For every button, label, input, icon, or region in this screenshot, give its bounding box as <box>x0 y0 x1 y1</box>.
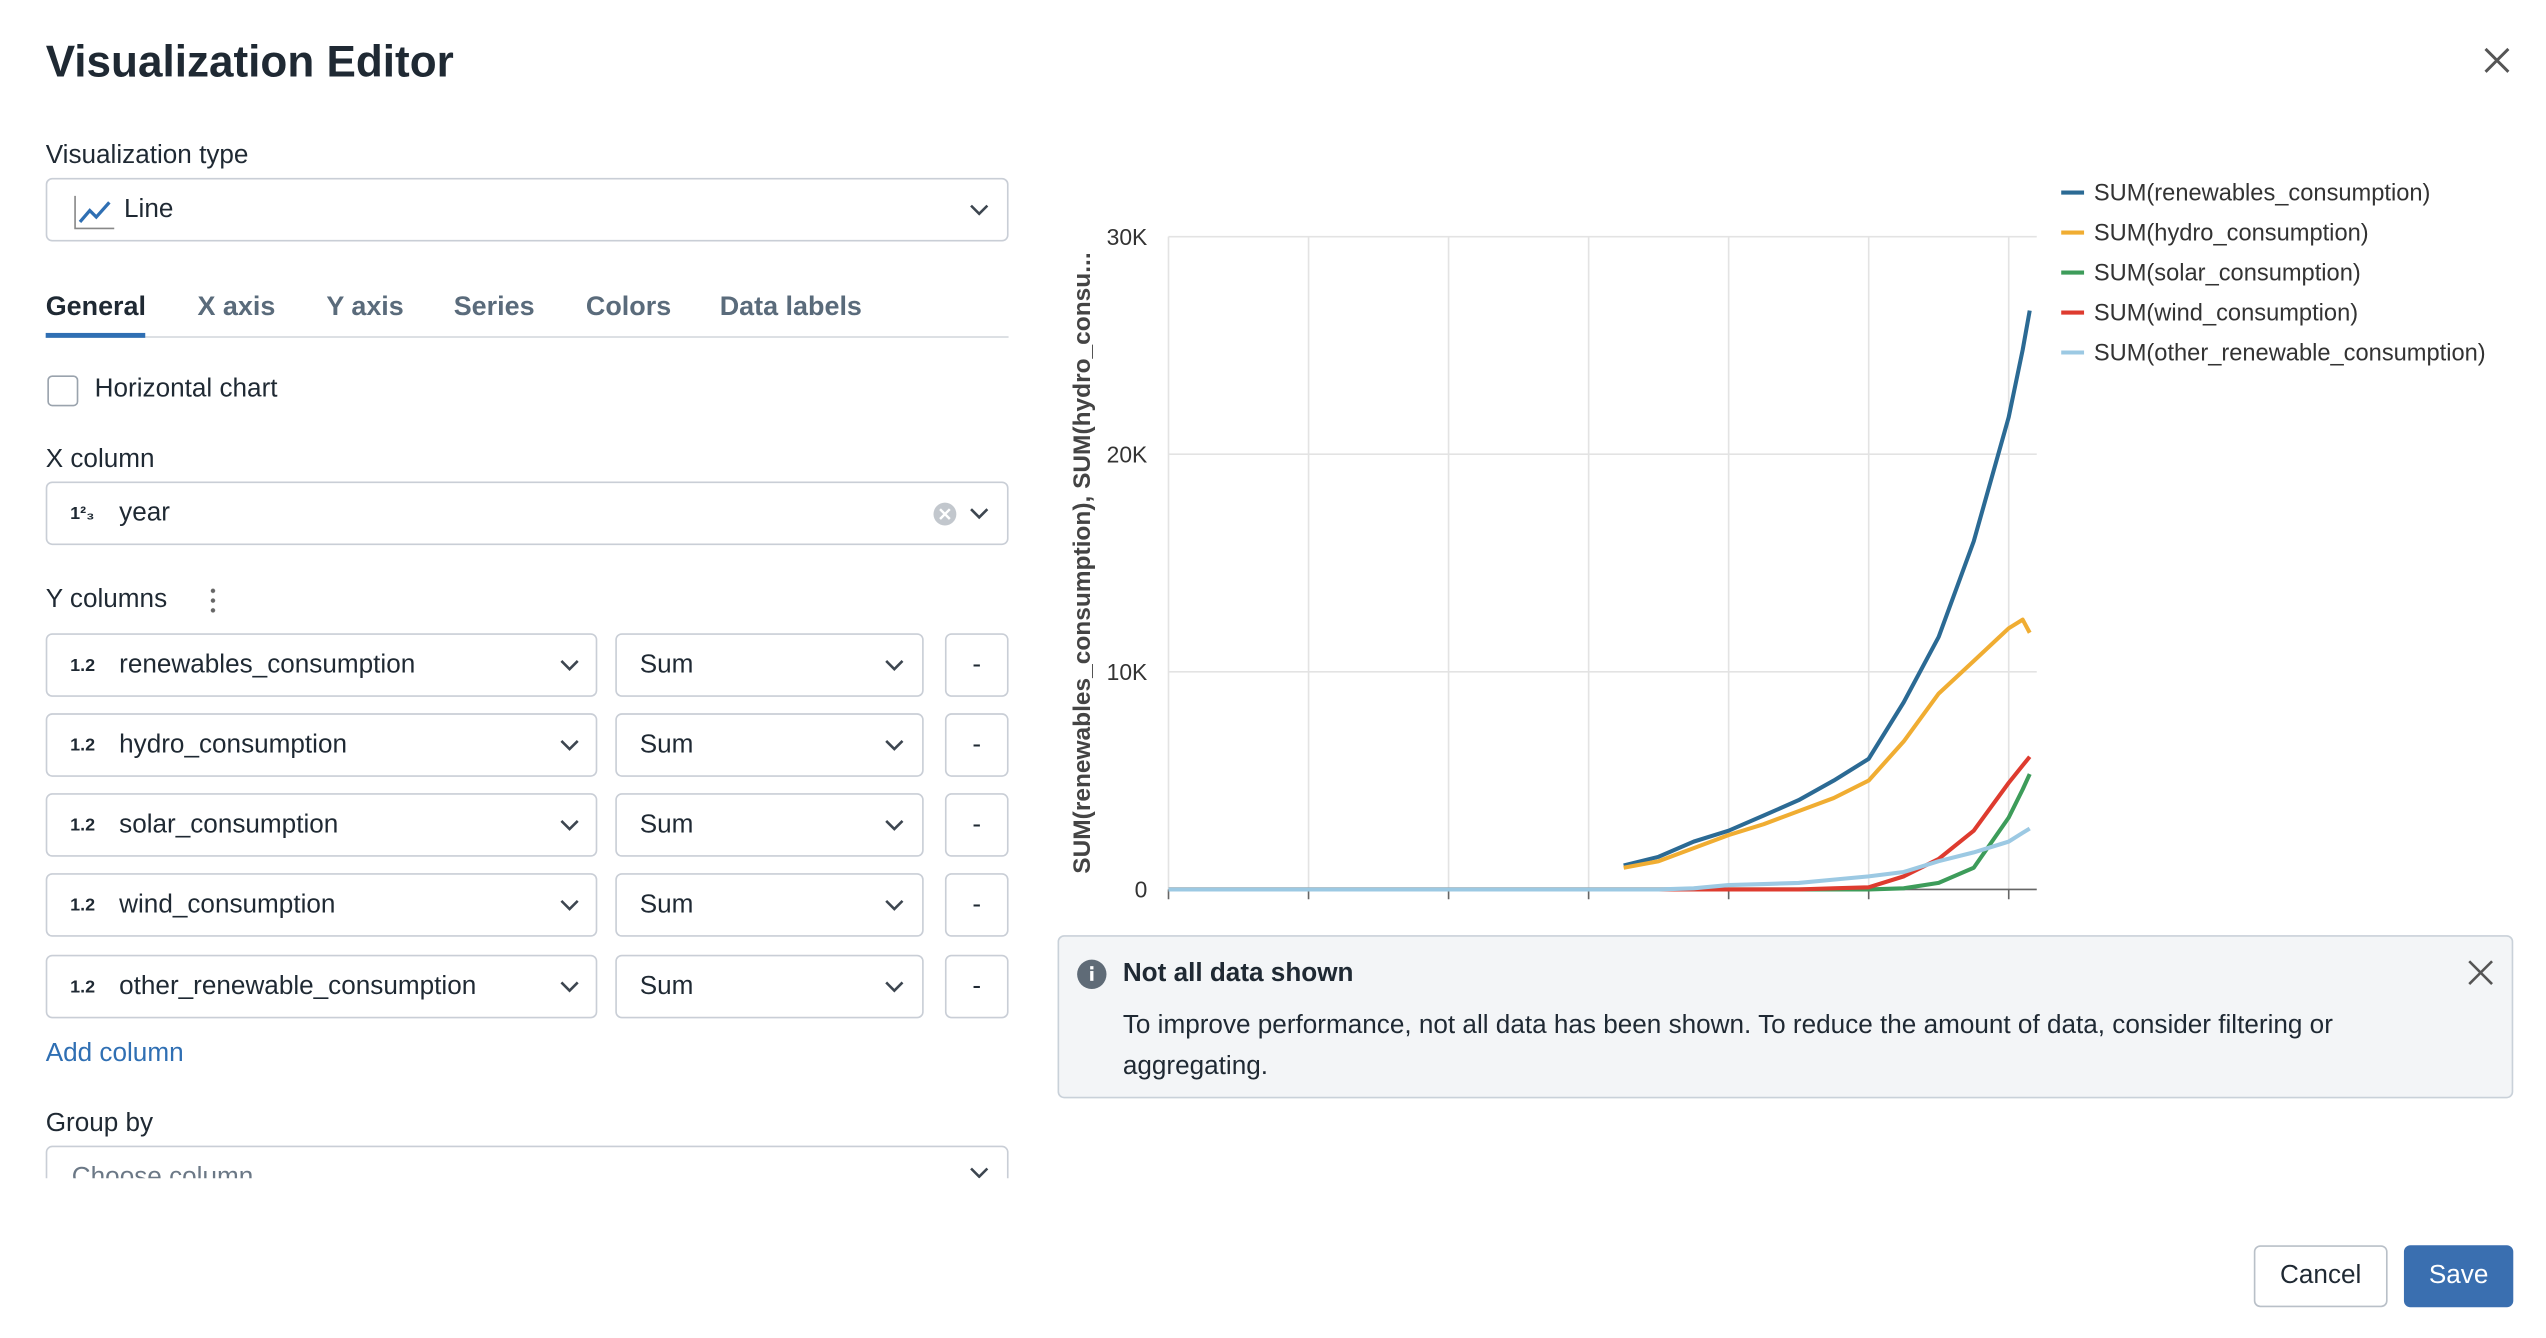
tab[interactable]: X axis <box>197 292 276 322</box>
series-line <box>1168 826 2031 892</box>
type-icon: 1.2 <box>70 656 96 676</box>
tab[interactable]: Y axis <box>326 292 404 322</box>
chart: 0 10K 20K 30K SUM(renewables_consumption), S… <box>1069 181 2486 903</box>
y-column-value: other_renewable_consumption <box>119 972 477 1001</box>
type-icon: 1.2 <box>70 895 96 916</box>
aggregation-value: Sum <box>639 972 694 1001</box>
close-button[interactable] <box>2482 46 2511 75</box>
aggregation-value: Sum <box>639 731 694 759</box>
aggregation-select[interactable]: Sum <box>615 873 924 937</box>
chevron <box>560 899 579 911</box>
x-column-value: year <box>119 499 170 528</box>
chevron <box>970 1167 989 1179</box>
chevron <box>560 819 579 831</box>
y-tick-label: 30K <box>1107 224 1148 250</box>
tab[interactable]: General <box>45 292 146 322</box>
legend-label: SUM(renewables_consumption) <box>2094 181 2431 207</box>
type-icon: 1.2 <box>70 816 96 836</box>
legend-label: SUM(other_renewable_consumption) <box>2094 341 2486 367</box>
checkbox-label: Horizontal chart <box>94 375 278 404</box>
remove-button[interactable]: - <box>944 633 1009 697</box>
y-column-select[interactable]: 1.2 hydro_consumption <box>45 713 598 777</box>
field-label: Y columns <box>45 585 168 614</box>
save-button[interactable]: Save <box>2403 1245 2514 1308</box>
chevron <box>970 204 989 216</box>
remove-button[interactable]: - <box>944 954 1009 1019</box>
y-column-select[interactable]: 1.2 solar_consumption <box>45 793 598 857</box>
tab-border <box>45 336 1009 338</box>
aggregation-value: Sum <box>639 891 694 919</box>
chevron <box>560 740 579 751</box>
y-tick-label: 20K <box>1107 441 1148 467</box>
add-column-link[interactable]: Add column <box>45 1039 184 1068</box>
y-axis-label: SUM(renewables_consumption), SUM(hydro_c… <box>1069 252 1096 873</box>
alert: Not all data shown To improve performanc… <box>1057 935 2514 1099</box>
y-column-value: wind_consumption <box>119 891 336 919</box>
remove-button[interactable]: - <box>944 873 1009 937</box>
y-column-select[interactable]: 1.2 wind_consumption <box>45 873 598 937</box>
type-icon: 1.2 <box>70 977 96 998</box>
alert-message: To improve performance, not all data has… <box>1122 1011 2333 1081</box>
chevron <box>885 740 904 751</box>
type-icon: 1.2 <box>70 736 96 756</box>
chevron <box>885 660 904 671</box>
cancel-button[interactable]: Cancel <box>2253 1245 2388 1308</box>
tab[interactable]: Colors <box>585 292 672 322</box>
legend-label: SUM(hydro_consumption) <box>2094 221 2369 247</box>
type-select[interactable]: Line <box>45 177 1009 242</box>
legend-label: SUM(wind_consumption) <box>2094 301 2358 327</box>
series-line <box>1623 310 2032 868</box>
kebab[interactable] <box>210 585 216 614</box>
type-icon: 1²₃ <box>70 504 95 524</box>
group-by-placeholder: Choose column <box>71 1163 254 1179</box>
y-column-select[interactable]: 1.2 other_renewable_consumption <box>45 954 598 1019</box>
series-line <box>1623 617 2032 870</box>
tab[interactable]: Data labels <box>719 292 862 322</box>
chevron <box>560 660 579 671</box>
field-label: X column <box>45 445 155 474</box>
x-column-select[interactable]: 1²₃ year <box>45 481 1009 546</box>
aggregation-select[interactable]: Sum <box>615 713 924 777</box>
field-label: Visualization type <box>45 141 249 170</box>
aggregation-select[interactable]: Sum <box>615 633 924 697</box>
y-column-value: renewables_consumption <box>119 651 416 679</box>
alert-title: Not all data shown <box>1122 959 1354 988</box>
chevron <box>970 508 989 520</box>
tab[interactable]: Series <box>453 292 535 322</box>
remove-button[interactable]: - <box>944 793 1009 857</box>
y-column-value: hydro_consumption <box>119 731 348 759</box>
tab-indicator <box>45 332 146 338</box>
remove-button[interactable]: - <box>944 713 1009 777</box>
type-value: Line <box>124 195 174 224</box>
chevron <box>885 899 904 911</box>
field-label: Group by <box>45 1109 154 1138</box>
alert-close[interactable] <box>2468 960 2494 986</box>
y-column-select[interactable]: 1.2 renewables_consumption <box>45 633 598 697</box>
dialog-title: Visualization Editor <box>45 37 454 87</box>
line-icon <box>74 195 115 230</box>
aggregation-value: Sum <box>639 651 694 679</box>
aggregation-select[interactable]: Sum <box>615 793 924 857</box>
form-panel: Visualization type Line General X axis Y axi… <box>0 0 1044 1179</box>
y-tick-label: 0 <box>1135 877 1148 903</box>
info-icon <box>1077 959 1107 989</box>
chevron <box>560 981 579 993</box>
aggregation-value: Sum <box>639 811 694 839</box>
y-tick-label: 10K <box>1107 659 1148 685</box>
aggregation-select[interactable]: Sum <box>615 954 924 1019</box>
checkbox[interactable] <box>47 375 79 407</box>
clear-button[interactable] <box>932 501 958 527</box>
y-column-value: solar_consumption <box>119 811 339 839</box>
series-line <box>1168 755 2032 892</box>
group-by-select[interactable]: Choose column <box>45 1145 1009 1179</box>
chevron <box>885 819 904 831</box>
chevron <box>885 981 904 993</box>
legend-label: SUM(solar_consumption) <box>2094 261 2361 287</box>
